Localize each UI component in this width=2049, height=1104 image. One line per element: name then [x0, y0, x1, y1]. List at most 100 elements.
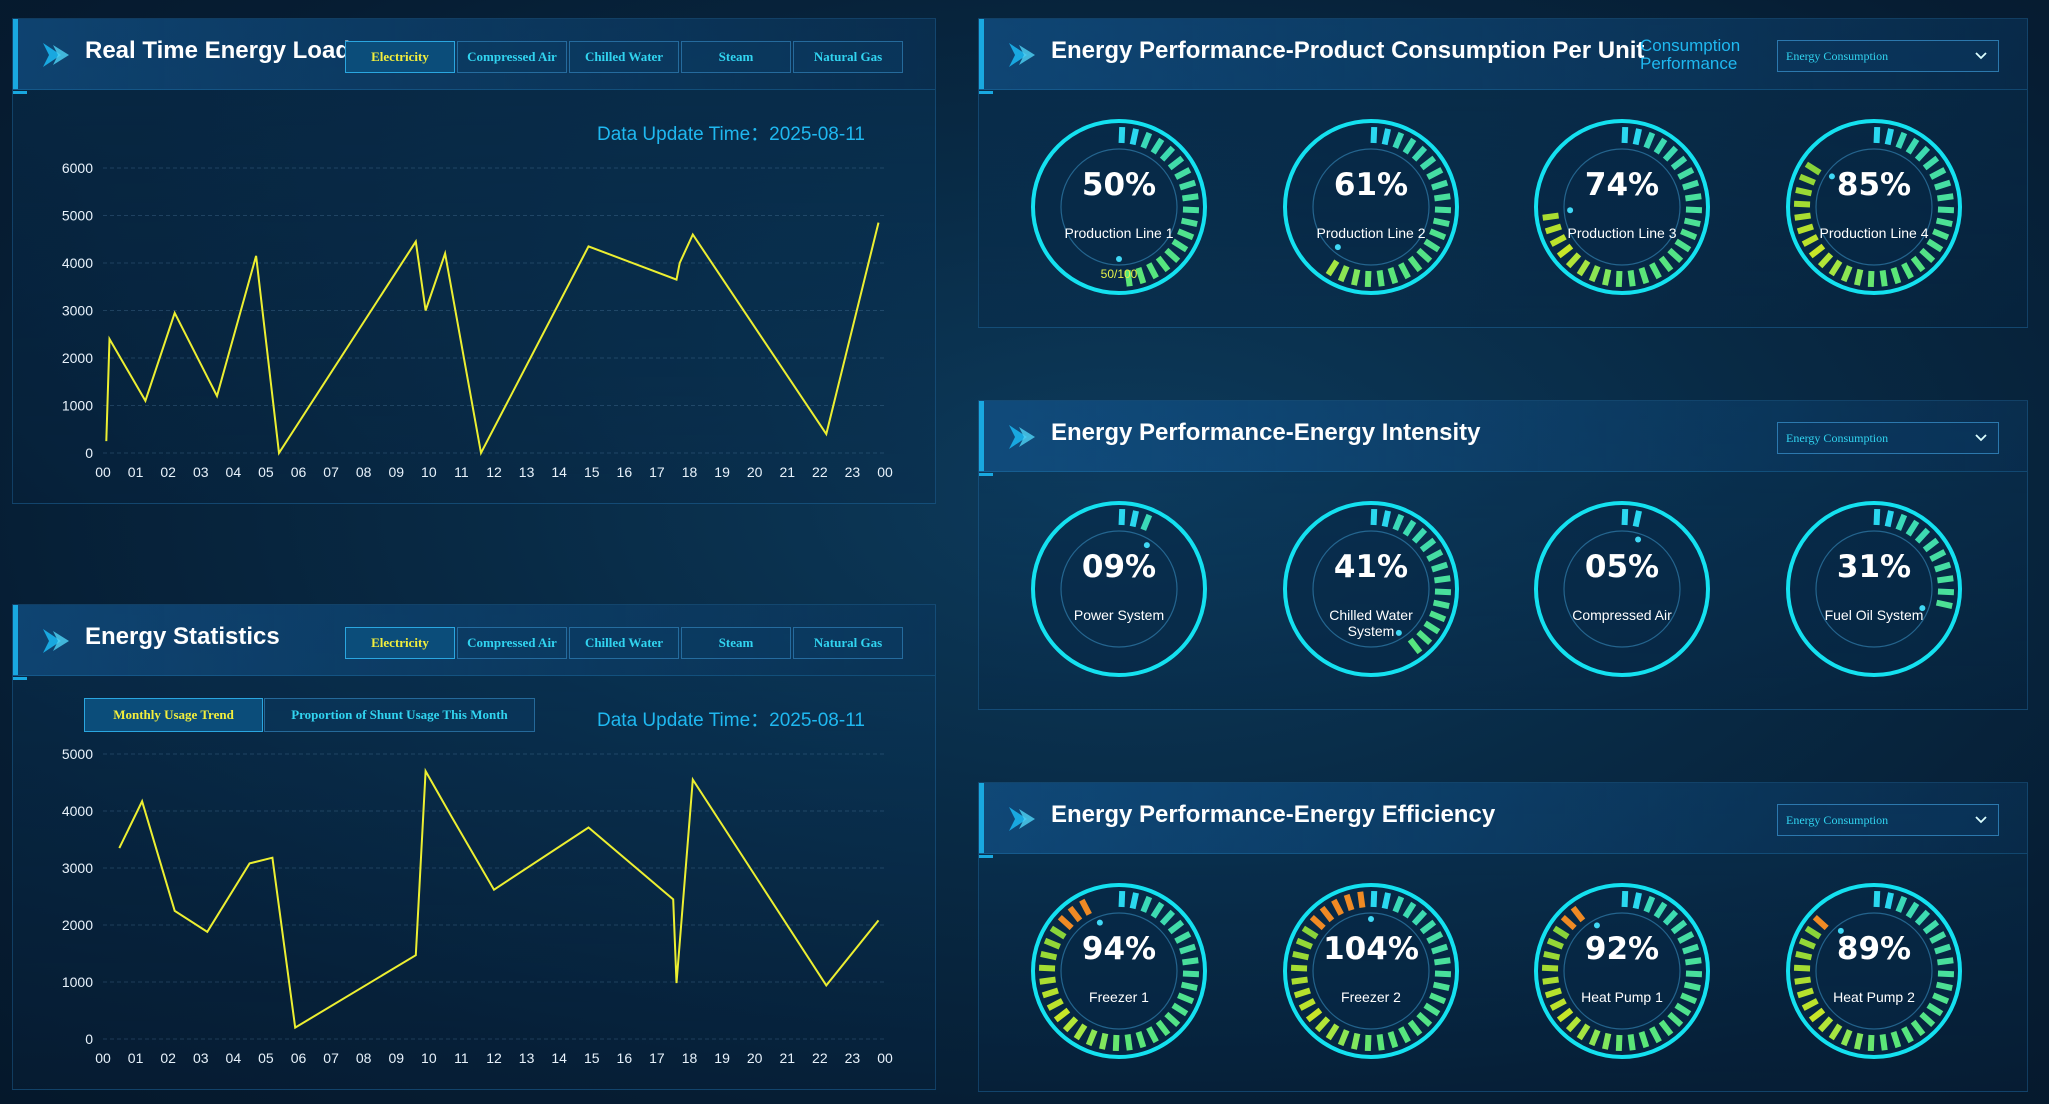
gauge-segment [1602, 268, 1612, 286]
gauge-segment [1658, 1019, 1674, 1037]
gauge-segment [1794, 586, 1810, 587]
gauge-segment [1293, 987, 1311, 999]
tab-electricity[interactable]: Electricity [345, 627, 455, 659]
tab-chilled-water[interactable]: Chilled Water [569, 627, 679, 659]
tab-steam[interactable]: Steam [681, 41, 791, 73]
gauge-segment [1817, 1016, 1834, 1033]
subtab-shunt-usage[interactable]: Proportion of Shunt Usage This Month [264, 698, 535, 732]
gauge-label: Chilled Water System [1329, 607, 1413, 639]
y-tick-label: 4000 [62, 803, 93, 819]
tab-chilled-water[interactable]: Chilled Water [569, 41, 679, 73]
gauge-segment [1331, 898, 1344, 916]
gauge-segment [1632, 510, 1642, 528]
tab-electricity[interactable]: Electricity [345, 41, 455, 73]
gauge-segment [1402, 901, 1417, 919]
y-tick-label: 4000 [62, 255, 93, 271]
efficiency-select[interactable]: Energy Consumption [1777, 804, 1999, 836]
gauge-pointer [1395, 629, 1402, 636]
gauge-segment [1298, 998, 1316, 1011]
chevron-down-icon [1975, 52, 1987, 60]
gauge-segment [1674, 1002, 1692, 1017]
arrow-icon [1009, 425, 1035, 449]
gauge-segment [1611, 128, 1613, 144]
gauge-percent: 50% [1081, 167, 1157, 203]
gauge-ring [1031, 119, 1207, 295]
gauge-segment [1337, 1029, 1350, 1047]
gauge-segment [1929, 549, 1947, 562]
gauge-segment [1682, 179, 1700, 191]
gauge-segment [1658, 255, 1674, 273]
gauge-segment [1828, 259, 1843, 277]
gauge-segment [1922, 155, 1940, 171]
x-tick-label: 15 [584, 1050, 600, 1066]
gauge-segment [1674, 238, 1692, 253]
gauge-segment [1685, 603, 1701, 606]
gauge-segment [1937, 193, 1954, 202]
x-tick-label: 04 [226, 1050, 242, 1066]
gauge-ring [1283, 883, 1459, 1059]
gauge-segment [1929, 931, 1947, 944]
gauge-segment [1407, 1019, 1423, 1037]
x-tick-label: 03 [193, 1050, 209, 1066]
efficiency-panel: Energy Performance-Energy Efficiency Ene… [978, 782, 2028, 1092]
tab-steam[interactable]: Steam [681, 627, 791, 659]
gauge-segment [1183, 592, 1199, 593]
gauge-segment [1376, 1034, 1385, 1051]
gauge-segment [1364, 1034, 1372, 1052]
gauge-segment [1108, 510, 1110, 526]
gauge-segment [1140, 131, 1153, 149]
gauge-segment [1801, 998, 1819, 1011]
gauge-segment [1804, 925, 1822, 940]
gauge-segment [1632, 892, 1642, 910]
gauge-pointer [1828, 173, 1835, 180]
x-tick-label: 18 [682, 1050, 698, 1066]
gauge-segment [1934, 561, 1952, 573]
tab-compressed-air[interactable]: Compressed Air [457, 627, 567, 659]
gauge-segment [1364, 270, 1372, 288]
y-tick-label: 3000 [62, 860, 93, 876]
gauge-segment [1541, 964, 1559, 972]
intensity-select[interactable]: Energy Consumption [1777, 422, 1999, 454]
gauge-segment [1863, 892, 1865, 908]
gauge-segment [1937, 588, 1955, 596]
gauge-segment [1426, 931, 1444, 944]
gauge [1530, 115, 1714, 299]
gauge-segment [1038, 964, 1056, 972]
gauge-segment [1840, 265, 1853, 283]
x-tick-label: 02 [160, 1050, 176, 1066]
gauge-segment [1890, 1031, 1902, 1049]
gauge-segment [1935, 599, 1953, 609]
gauge-segment [1392, 513, 1405, 531]
x-tick-label: 08 [356, 1050, 372, 1066]
subtab-monthly-usage-trend[interactable]: Monthly Usage Trend [84, 698, 263, 732]
gauge-segment [1922, 537, 1940, 553]
gauge-outer-ring [1031, 883, 1207, 1059]
gauge-segment [1795, 951, 1813, 961]
x-tick-label: 04 [226, 464, 242, 480]
gauge-segment [1179, 179, 1197, 191]
realtime-update-time: Data Update Time：2025-08-11 [597, 124, 865, 145]
product-panel: Energy Performance-Product Consumption P… [978, 18, 2028, 328]
tab-natural-gas[interactable]: Natural Gas [793, 627, 903, 659]
product-select[interactable]: Energy Consumption [1777, 40, 1999, 72]
gauge-label: Compressed Air [1572, 607, 1672, 623]
x-tick-label: 03 [193, 464, 209, 480]
gauge-segment [1929, 167, 1947, 180]
gauge-segment [1387, 1031, 1399, 1049]
tab-natural-gas[interactable]: Natural Gas [793, 41, 903, 73]
gauge-segment [1621, 890, 1629, 908]
gauge-pointer [1593, 922, 1600, 929]
y-tick-label: 6000 [62, 160, 93, 176]
x-tick-label: 17 [649, 1050, 665, 1066]
gauge-segment [1680, 992, 1698, 1005]
gauge-segment [1643, 895, 1656, 913]
gauge-segment [1039, 976, 1056, 985]
gauge-segment [1129, 510, 1139, 528]
gauge-percent: 31% [1836, 549, 1912, 585]
gauge [1782, 115, 1966, 299]
gauge-segment [1343, 893, 1355, 911]
tab-compressed-air[interactable]: Compressed Air [457, 41, 567, 73]
intensity-title: Energy Performance-Energy Intensity [1051, 419, 1481, 446]
gauge-segment [1670, 155, 1688, 171]
gauge-segment [1795, 598, 1811, 600]
